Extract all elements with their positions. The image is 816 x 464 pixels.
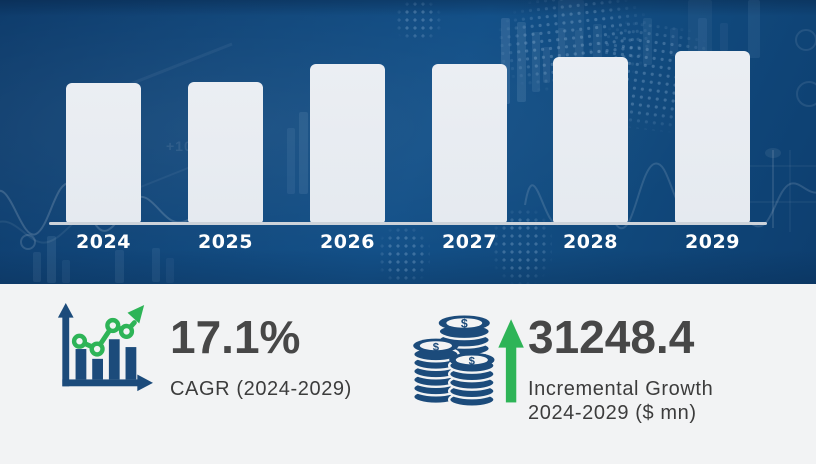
incremental-growth-value: 31248.4 (528, 311, 695, 363)
chart-baseline (49, 222, 767, 225)
decorative-bar (47, 236, 56, 283)
decorative-bar (543, 47, 550, 83)
decorative-bar (593, 24, 602, 70)
decorative-bar (33, 252, 41, 282)
cagr-value: 17.1% (170, 311, 301, 363)
dot-map-pattern (395, 0, 441, 42)
bar-2026 (310, 64, 385, 223)
bar-2027 (432, 64, 507, 223)
incremental-growth-label-line2: 2024-2029 ($ mn) (528, 402, 697, 424)
decorative-bar (698, 18, 707, 60)
decorative-bar (62, 260, 70, 283)
decorative-bar (115, 250, 124, 283)
decorative-bar (670, 28, 678, 56)
dot-map-pattern (378, 226, 430, 284)
svg-text:$: $ (433, 341, 440, 353)
decorative-bar (720, 23, 728, 51)
year-label-2029: 2029 (685, 231, 740, 253)
stats-section: 17.1% CAGR (2024-2029) $ (0, 284, 816, 464)
year-label-2026: 2026 (320, 231, 375, 253)
decorative-bar (688, 0, 712, 58)
decorative-bar (558, 28, 565, 64)
svg-text:$: $ (461, 317, 468, 331)
year-label-2027: 2027 (442, 231, 497, 253)
bar-2028 (553, 57, 628, 223)
svg-text:$: $ (469, 356, 476, 368)
decorative-bar (748, 0, 760, 58)
year-label-2025: 2025 (198, 231, 253, 253)
decorative-bar (287, 128, 295, 194)
coin-stack-front: $ (447, 352, 496, 408)
decorative-bar (643, 18, 652, 65)
decorative-bar (532, 32, 540, 92)
green-up-arrow-icon (498, 319, 524, 403)
decorative-bar (299, 112, 308, 194)
coin-stacks-icon: $ $ (412, 306, 525, 410)
incremental-growth-label-line1: Incremental Growth (528, 378, 714, 400)
decorative-bar (517, 22, 526, 102)
coin-stack-left: $ (412, 338, 460, 406)
decorative-bar (166, 258, 174, 283)
bar-2025 (188, 82, 263, 223)
bar-2029 (675, 51, 750, 223)
year-label-2028: 2028 (563, 231, 618, 253)
decorative-bar (152, 248, 160, 282)
chart-section: +10,000 2024 2025 2026 2027 2028 2029 (0, 0, 816, 284)
growth-trend-chart-icon (52, 302, 154, 400)
incremental-growth-label: Incremental Growth 2024-2029 ($ mn) (528, 377, 713, 425)
decorative-bar (558, 0, 584, 64)
decorative-bar (501, 18, 510, 104)
cagr-label: CAGR (2024-2029) (170, 378, 352, 400)
decorative-bar (575, 30, 583, 72)
bar-2024 (66, 83, 141, 223)
year-label-2024: 2024 (76, 231, 131, 253)
